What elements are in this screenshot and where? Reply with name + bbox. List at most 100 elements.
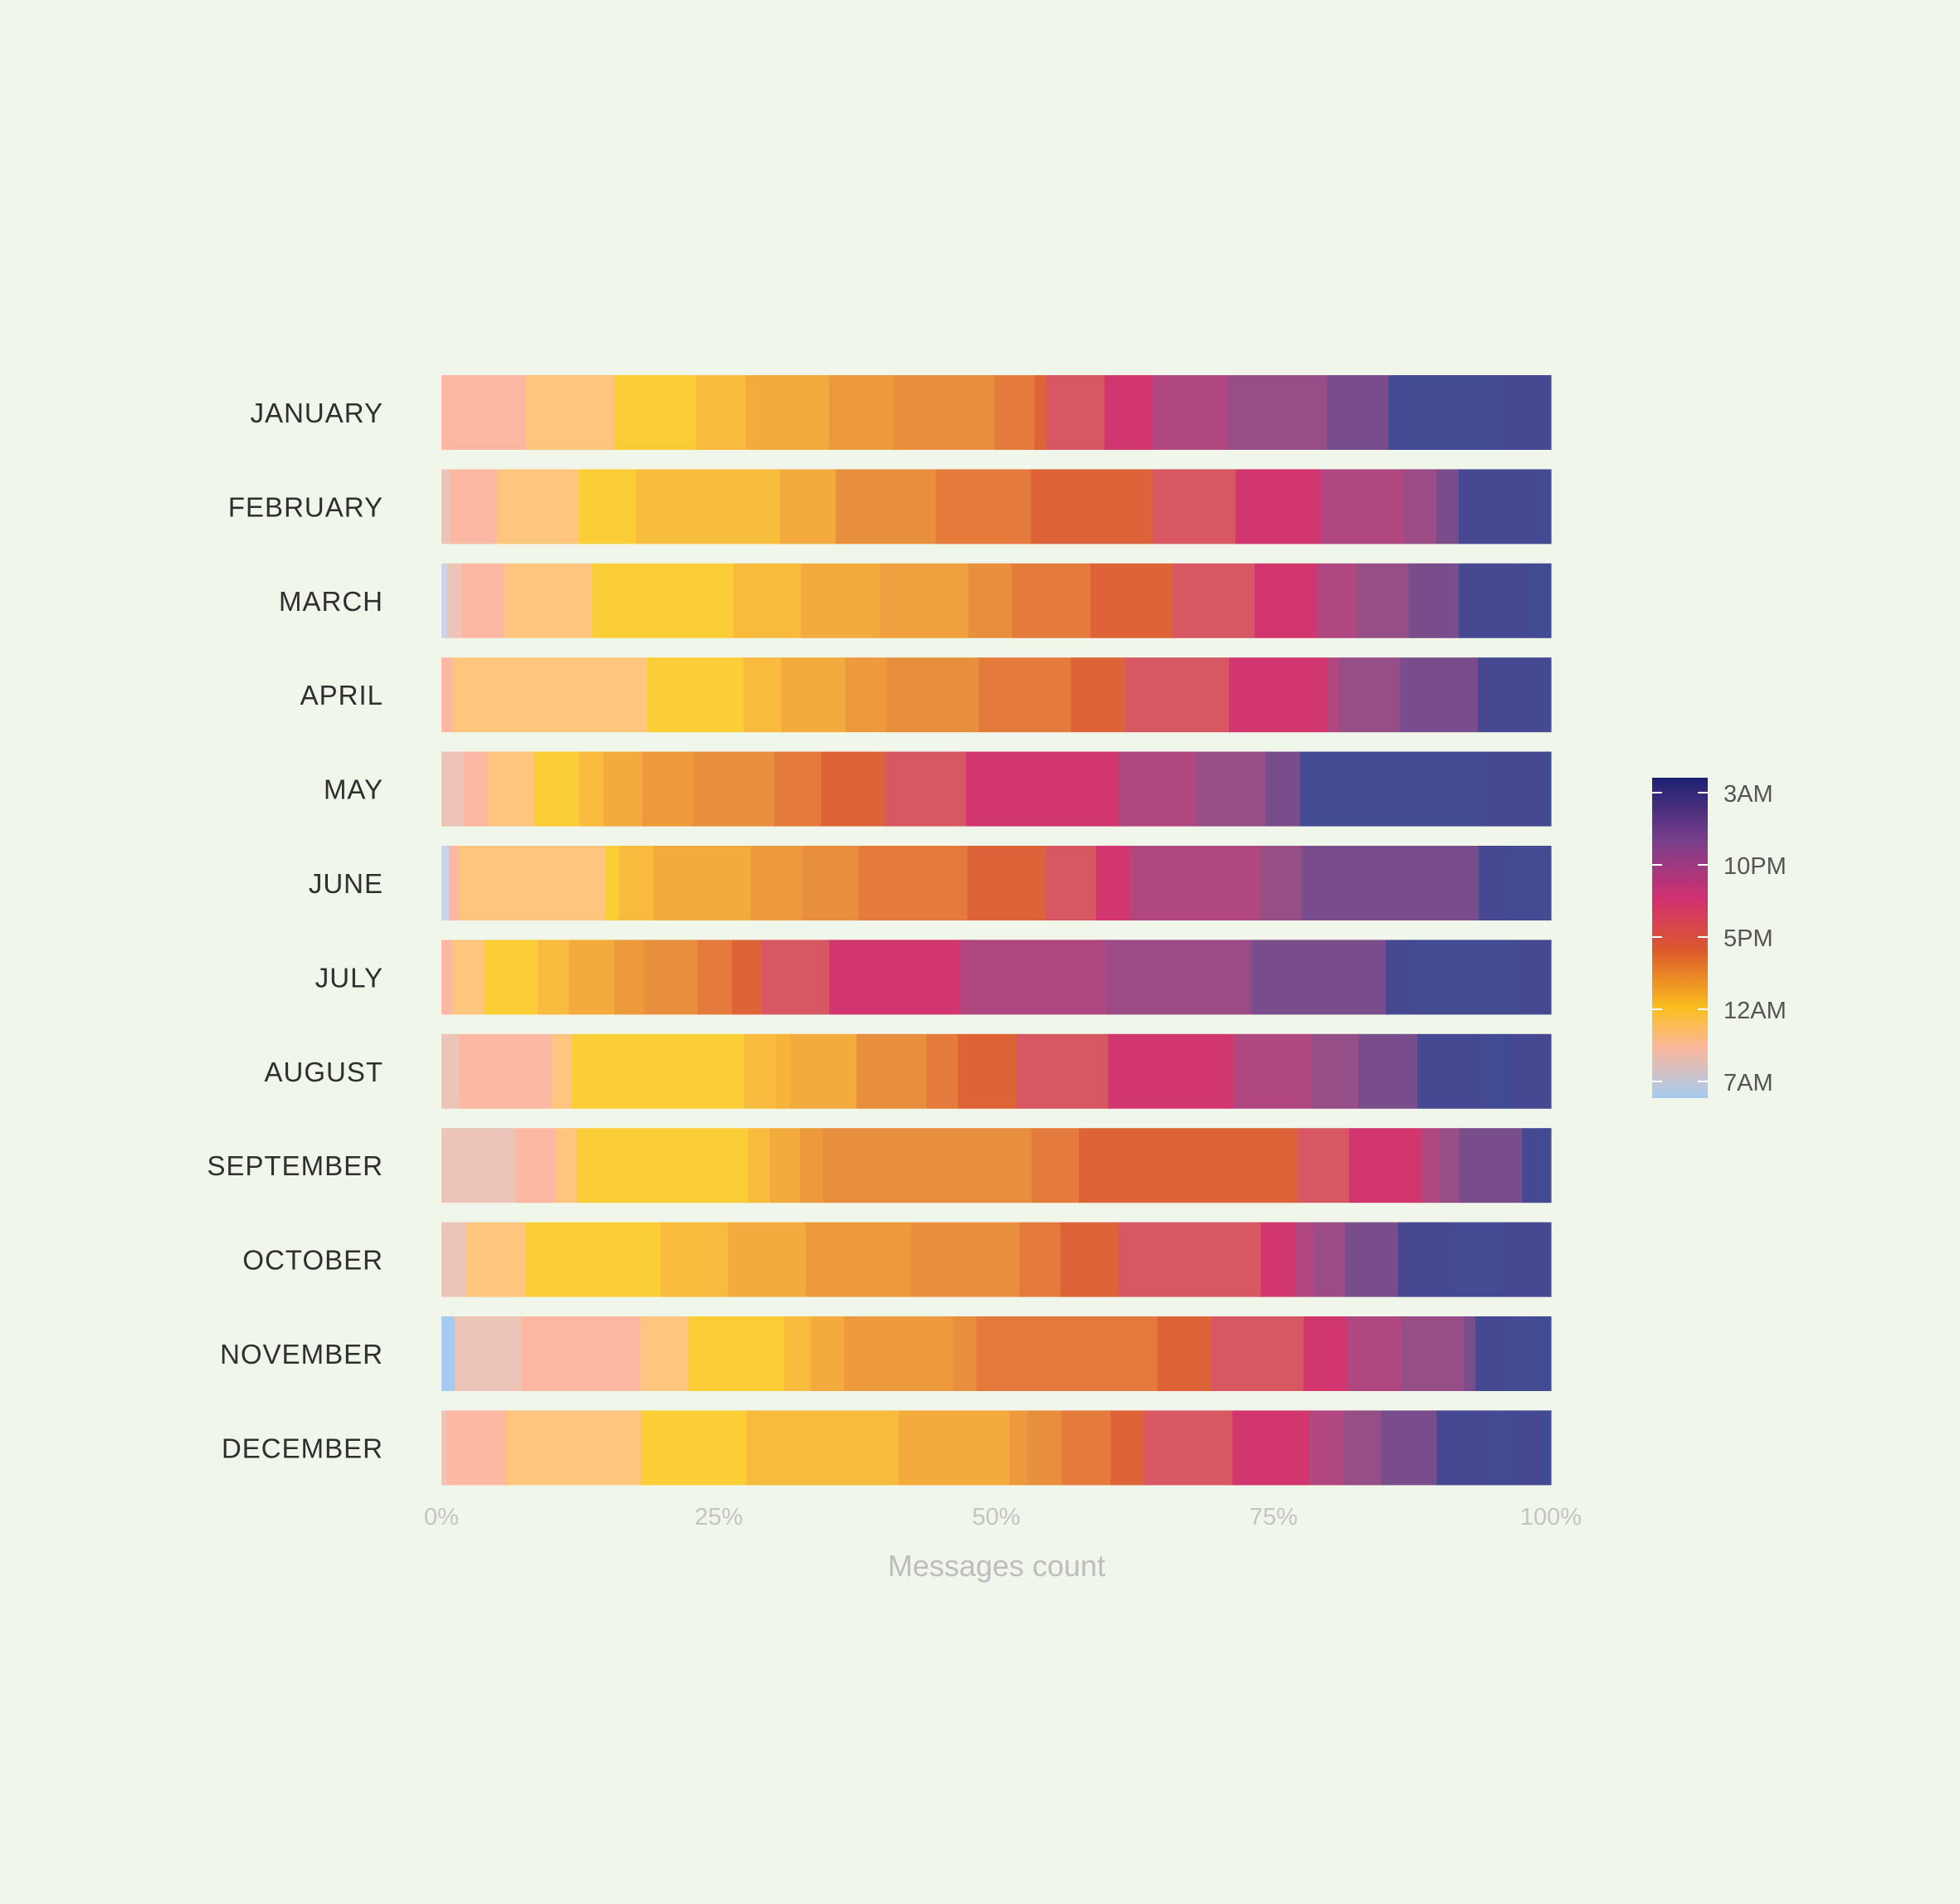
bar-segment <box>1235 469 1322 544</box>
colorbar-tick-label: 5PM <box>1724 925 1773 952</box>
bar-segment <box>1227 375 1328 450</box>
bar-segment <box>1421 1128 1441 1203</box>
bar-segment <box>505 1410 642 1486</box>
bar-segment <box>811 1316 845 1391</box>
bar-segment <box>1540 469 1552 544</box>
bar-segment <box>1009 1410 1028 1486</box>
bar-segment <box>1173 563 1255 638</box>
bar-segment <box>1543 563 1552 638</box>
bar-segment <box>1500 1222 1552 1297</box>
bar-segment <box>1522 1128 1535 1203</box>
bar-segment <box>578 751 604 827</box>
bar-segment <box>1157 1316 1212 1391</box>
bar-segment <box>661 1222 729 1297</box>
bar-segment <box>577 1128 749 1203</box>
bar-segment <box>1118 751 1198 827</box>
bar-segment <box>1484 1033 1500 1109</box>
bar-segment <box>1436 1410 1495 1486</box>
bar-segment <box>1507 1316 1541 1391</box>
bar-segment <box>603 751 643 827</box>
bar-segment <box>689 1316 785 1391</box>
bar-segment <box>636 469 781 544</box>
bar-segment <box>1327 657 1340 733</box>
bar-segment <box>1500 375 1552 450</box>
colorbar-legend: 3AM 10PM 5PM 12AM 7AM <box>1652 778 1787 1098</box>
colorbar-tick-label: 12AM <box>1724 998 1787 1024</box>
bar-segment <box>1417 1033 1485 1109</box>
bar-segment <box>1408 563 1460 638</box>
bar-segment <box>1302 846 1480 920</box>
bar-segment <box>1119 1222 1261 1297</box>
bar-segment <box>953 1316 978 1391</box>
bar-segment <box>466 1222 527 1297</box>
bar-segment <box>646 657 744 733</box>
bar-segment <box>1261 846 1304 920</box>
category-label: JANUARY <box>251 398 383 428</box>
bar-segment <box>441 751 465 827</box>
x-tick-label: 50% <box>972 1504 1020 1531</box>
bar-segment <box>459 846 607 920</box>
bar-segment <box>1316 563 1358 638</box>
bar-segment <box>781 657 846 733</box>
bar-segment <box>505 563 593 638</box>
bar-segment <box>994 375 1036 450</box>
bar-segment <box>821 751 886 827</box>
x-tick-label: 25% <box>695 1504 743 1531</box>
bar-segment <box>1479 846 1509 920</box>
x-tick-label: 75% <box>1250 1504 1298 1531</box>
category-label: JULY <box>315 962 383 993</box>
bar-segment <box>515 1128 556 1203</box>
category-label: DECEMBER <box>222 1433 383 1463</box>
bar-segment <box>845 657 887 733</box>
bar-segment <box>926 1033 958 1109</box>
bar-segment <box>1475 1316 1509 1391</box>
bar-segment <box>844 1316 953 1391</box>
bar-row-february <box>441 469 1552 544</box>
bar-segment <box>746 1410 900 1486</box>
bar-segment <box>806 1222 912 1297</box>
category-label: NOVEMBER <box>220 1339 383 1369</box>
bar-segment <box>1509 846 1552 920</box>
bar-segment <box>780 469 836 544</box>
bar-segment <box>496 469 580 544</box>
category-label: MARCH <box>279 586 383 617</box>
bar-segment <box>441 563 448 638</box>
bar-segment <box>653 846 752 920</box>
bar-segment <box>640 1316 690 1391</box>
bar-segment <box>1153 375 1229 450</box>
bar-segment <box>885 751 967 827</box>
bar-segment <box>1110 1410 1144 1486</box>
bar-segment <box>1320 469 1405 544</box>
bar-segment <box>614 940 646 1015</box>
category-label: APRIL <box>300 680 383 710</box>
bar-row-march <box>441 563 1552 638</box>
bar-segment <box>966 751 1119 827</box>
bar-segment <box>1499 1033 1510 1109</box>
bar-segment <box>554 1128 578 1203</box>
bar-segment <box>1344 1222 1399 1297</box>
bar-row-november <box>441 1316 1552 1391</box>
bar-segment <box>1357 563 1410 638</box>
bar-row-january <box>441 375 1552 450</box>
bar-segment <box>525 375 616 450</box>
bar-segment <box>1494 1410 1509 1486</box>
bar-segment <box>960 940 1107 1015</box>
bar-segment <box>551 1033 573 1109</box>
bar-segment <box>441 375 527 450</box>
bar-segment <box>614 375 697 450</box>
bar-segment <box>488 751 535 827</box>
bar-segment <box>1478 657 1545 733</box>
bar-segment <box>1260 1222 1296 1297</box>
bar-segment <box>1045 846 1097 920</box>
bar-segment <box>1104 375 1154 450</box>
category-label: JUNE <box>309 868 383 899</box>
bar-segment <box>1404 469 1437 544</box>
bar-segment <box>1265 751 1301 827</box>
bar-segment <box>1314 1222 1346 1297</box>
bar-segment <box>578 469 636 544</box>
bar-segment <box>592 563 734 638</box>
bar-segment <box>1525 563 1545 638</box>
bar-segment <box>1106 940 1252 1015</box>
bar-segment <box>455 1316 522 1391</box>
